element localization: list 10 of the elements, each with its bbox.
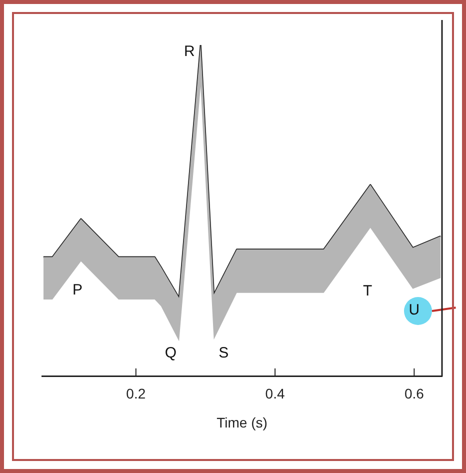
annotation: U (408, 301, 420, 318)
x-tick-label: 0.4 (265, 386, 285, 402)
annotation: T (362, 282, 372, 300)
annotation: S (218, 344, 229, 362)
annotation: R (184, 42, 196, 60)
x-tick-label: 0.2 (126, 386, 146, 402)
annotation: P (72, 281, 82, 298)
annotation: Q (164, 344, 177, 362)
x-axis-title: Time (s) (216, 414, 268, 430)
x-tick-label: 0.6 (404, 386, 424, 402)
